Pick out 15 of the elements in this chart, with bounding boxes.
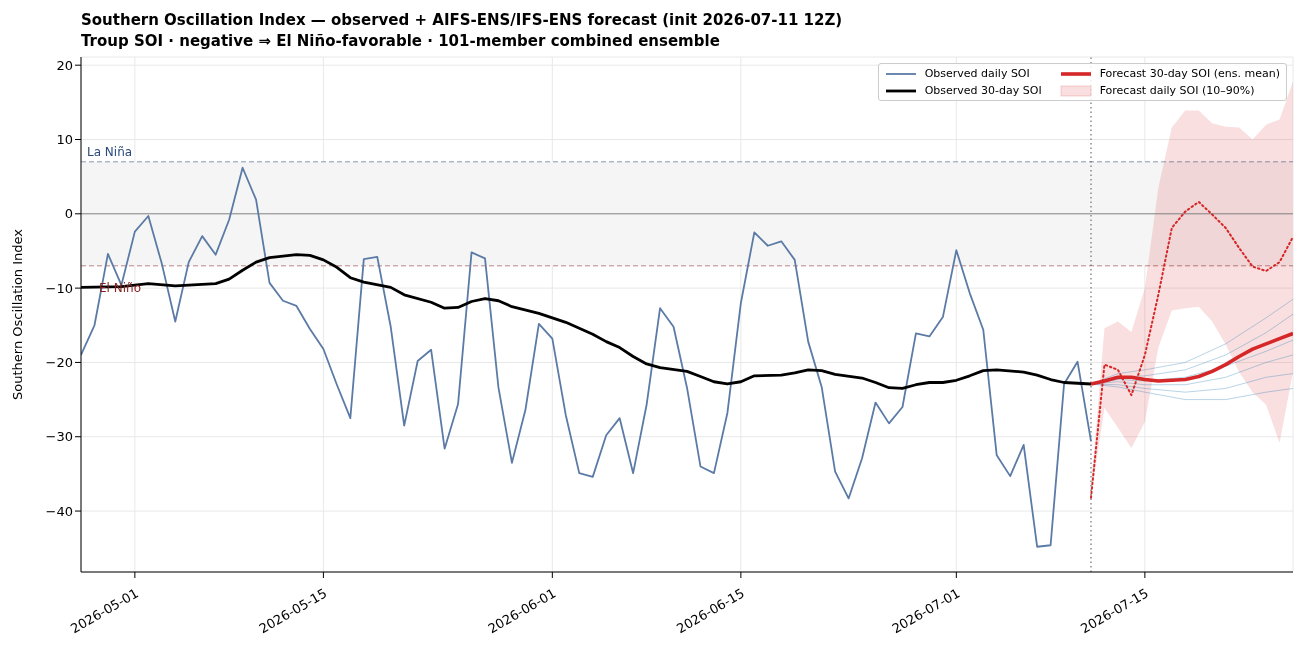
y-tick-label: 0 xyxy=(64,206,73,222)
legend-label: Observed daily SOI xyxy=(924,67,1030,80)
y-tick-label: 10 xyxy=(56,132,73,148)
chart-subtitle: Troup SOI · negative ⇒ El Niño-favorable · 101-member combined ensemble xyxy=(81,31,721,52)
y-axis-title: Southern Oscillation Index xyxy=(9,228,25,401)
y-tick-label: −20 xyxy=(45,355,73,371)
legend-label: Forecast 30-day SOI (ens. mean) xyxy=(1099,67,1280,80)
y-tick-label: −30 xyxy=(45,429,73,445)
ref-line-label: La Niña xyxy=(87,144,133,159)
chart-title: Southern Oscillation Index — observed + AIFS-ENS/IFS-ENS forecast (init 2026-07-11 12Z) xyxy=(81,10,843,31)
legend-label: Observed 30-day SOI xyxy=(924,84,1042,97)
y-tick-label: −10 xyxy=(45,280,73,296)
legend-label: Forecast daily SOI (10–90%) xyxy=(1099,84,1255,97)
y-tick-label: −40 xyxy=(45,503,73,519)
y-tick-label: 20 xyxy=(56,57,73,73)
